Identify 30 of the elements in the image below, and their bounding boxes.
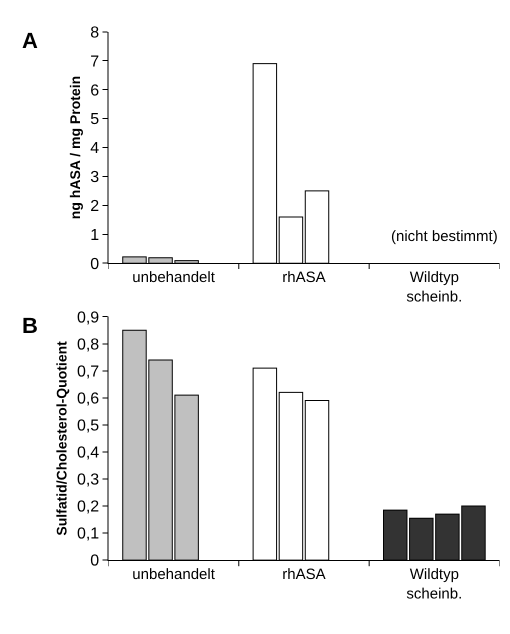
y-tick-label: 0,2 [76, 498, 100, 516]
y-tick-label: 0,5 [76, 417, 100, 434]
x-tick-label: Wildtyp scheinb. [406, 269, 462, 306]
x-tick-label: unbehandelt [132, 269, 216, 286]
y-axis-title: ng hASA / mg Protein [66, 76, 83, 220]
y-tick-label: 6 [90, 82, 100, 100]
chart-title: A [22, 28, 38, 53]
x-tick-label: Wildtyp scheinb. [406, 566, 462, 603]
y-tick-label: 7 [90, 53, 100, 70]
x-tick-label: unbehandelt [132, 566, 216, 584]
y-tick-label: 1 [90, 226, 100, 244]
y-tick-label: 0 [90, 552, 100, 570]
y-tick-label: 0,1 [76, 526, 100, 543]
y-tick-label: 0 [90, 256, 100, 273]
y-tick-label: 0,4 [76, 444, 100, 462]
y-tick-label: 0,8 [76, 336, 100, 354]
y-tick-label: 0,7 [76, 363, 100, 380]
y-tick-label: 4 [90, 140, 100, 158]
y-tick-label: 0,9 [76, 309, 100, 326]
chart-title: B [22, 313, 38, 338]
annotation: (nicht bestimmt) [391, 228, 498, 245]
y-tick-label: 3 [90, 169, 100, 186]
y-tick-label: 8 [90, 24, 100, 42]
y-tick-label: 5 [90, 111, 100, 128]
y-tick-label: 0,3 [76, 472, 100, 489]
y-tick-label: 2 [90, 198, 100, 215]
x-tick-label: rhASA [282, 566, 326, 584]
y-tick-label: 0,6 [76, 390, 100, 408]
x-tick-label: rhASA [282, 269, 326, 286]
y-axis-title: Sulfatid/Cholesterol-Quotient [54, 340, 70, 536]
